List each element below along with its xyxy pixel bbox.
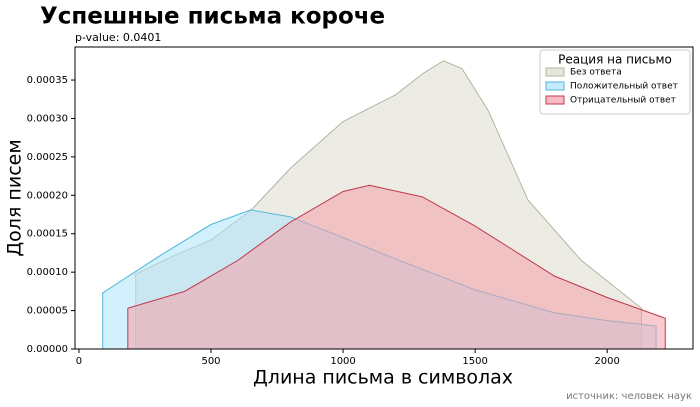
plot-frame: [74, 46, 694, 350]
y-tick-label: 0.00020: [27, 190, 68, 201]
legend-swatch: [545, 67, 565, 77]
y-tick-label: 0.00015: [27, 229, 68, 240]
density-area: [127, 184, 666, 350]
x-axis-label: Длина письма в символах: [253, 367, 513, 389]
x-tick-label: 0: [76, 356, 82, 367]
legend-label: Положительный ответ: [570, 82, 678, 92]
legend-box: [539, 49, 691, 115]
y-tick-label: 0.00025: [27, 152, 68, 163]
y-tick-label: 0.00005: [27, 306, 68, 317]
y-axis-label: Доля писем: [4, 139, 26, 256]
y-tick-label: 0.00030: [27, 113, 68, 124]
legend-label: Отрицательный ответ: [570, 96, 676, 106]
y-tick-label: 0.00000: [27, 344, 68, 355]
legend-label: Без ответа: [570, 68, 622, 78]
chart-title: Успешные письма короче: [40, 4, 385, 30]
x-tick-label: 500: [201, 356, 220, 367]
x-tick-label: 1000: [330, 356, 355, 367]
legend-swatch: [545, 95, 565, 105]
chart-subtitle: p-value: 0.0401: [75, 31, 161, 44]
source: источник: человек наук: [566, 391, 692, 402]
x-tick-label: 1500: [462, 356, 487, 367]
y-tick-label: 0.00035: [27, 75, 68, 86]
legend-title: Реация на письмо: [558, 53, 672, 67]
legend-swatch: [545, 81, 565, 91]
x-tick-label: 2000: [594, 356, 619, 367]
y-tick-label: 0.00010: [27, 267, 68, 278]
